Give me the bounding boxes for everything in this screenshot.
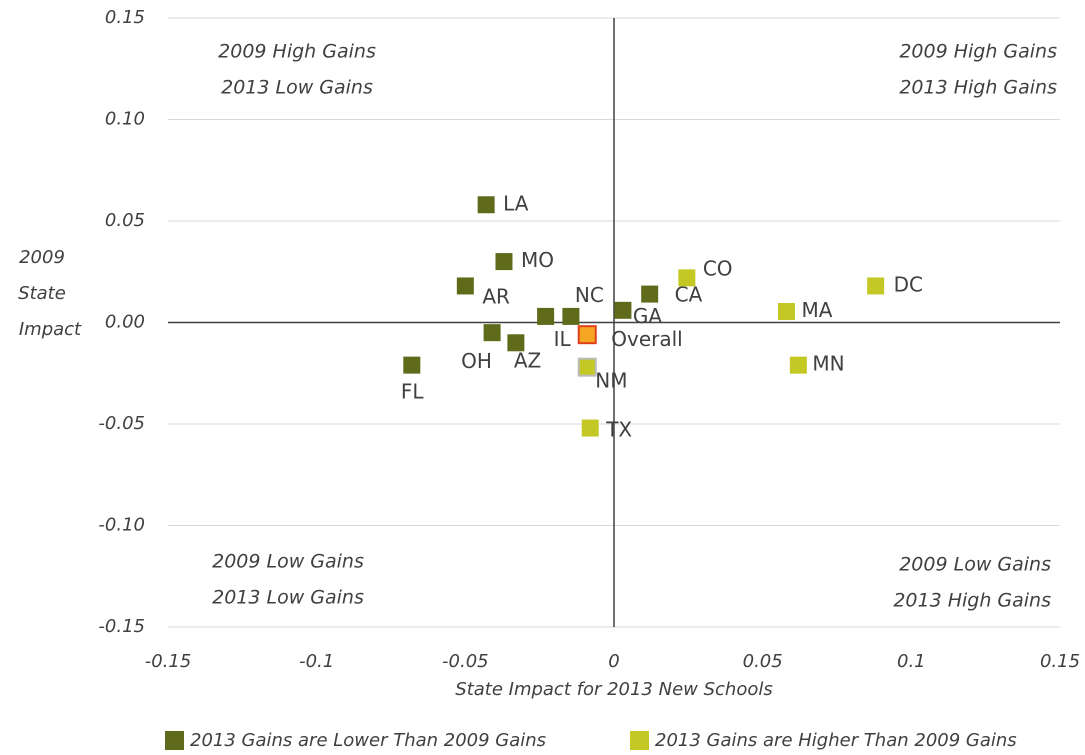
y-tick-label: -0.10 [98, 515, 145, 536]
point [495, 253, 513, 271]
y-tick-label: -0.05 [98, 413, 145, 434]
quadrant-label: 2013 High Gains [899, 77, 1057, 99]
x-tick-label: 0 [608, 651, 619, 672]
point-label: MA [801, 298, 832, 322]
quadrant-label: 2009 Low Gains [212, 551, 364, 573]
x-axis-label: State Impact for 2013 New Schools [455, 679, 772, 700]
y-axis-label: 2009 [19, 247, 65, 268]
point-label: NC [575, 283, 604, 307]
point [867, 277, 885, 295]
point-label: CA [675, 283, 703, 307]
point [456, 277, 474, 295]
point [581, 419, 599, 437]
x-tick-label: -0.05 [442, 651, 489, 672]
point-label: LA [503, 191, 529, 215]
y-axis-label: Impact [19, 319, 82, 340]
point-label: MO [521, 248, 554, 272]
point [789, 356, 807, 374]
x-tick-label: 0.05 [743, 651, 783, 672]
legend-label: 2013 Gains are Lower Than 2009 Gains [190, 730, 546, 751]
point [403, 356, 421, 374]
x-tick-label: 0.15 [1040, 651, 1080, 672]
quadrant-label: 2013 Low Gains [221, 77, 373, 99]
quadrant-label: 2009 High Gains [218, 41, 376, 63]
point [562, 307, 580, 325]
quadrant-label: 2013 Low Gains [212, 587, 364, 609]
legend-swatch [165, 731, 184, 750]
y-tick-label: 0.15 [105, 7, 145, 28]
point [614, 301, 632, 319]
point-label: OH [461, 349, 492, 373]
point [641, 285, 659, 303]
x-tick-label: -0.15 [145, 651, 192, 672]
y-tick-label: 0.05 [105, 210, 145, 231]
x-tick-label: 0.1 [897, 651, 926, 672]
point-label: AZ [514, 348, 541, 372]
point-label: NM [595, 369, 627, 393]
legend-label: 2013 Gains are Higher Than 2009 Gains [655, 730, 1017, 751]
quadrant-label: 2009 High Gains [899, 41, 1057, 63]
point [777, 303, 795, 321]
quadrant-label: 2009 Low Gains [899, 554, 1051, 576]
y-tick-label: 0.10 [105, 109, 145, 130]
x-tick-label: -0.1 [299, 651, 334, 672]
overall-point [577, 325, 597, 345]
point [537, 307, 555, 325]
point-label: IL [554, 327, 572, 351]
point-label: AR [482, 284, 510, 308]
point-label: TX [605, 418, 632, 442]
point [507, 334, 525, 352]
point-label: DC [894, 272, 923, 296]
legend-swatch [630, 731, 649, 750]
y-tick-label: 0.00 [105, 312, 145, 333]
y-tick-label: -0.15 [98, 616, 145, 637]
point [577, 357, 597, 377]
point-label: FL [401, 380, 425, 404]
point-label: Overall [611, 327, 682, 351]
y-axis-label: State [18, 283, 66, 304]
point-label: MN [812, 352, 844, 376]
point [477, 196, 495, 214]
point-label: CO [703, 256, 733, 280]
quadrant-label: 2013 High Gains [893, 590, 1051, 612]
point [678, 269, 696, 287]
point [483, 324, 501, 342]
point-label: GA [633, 304, 662, 328]
